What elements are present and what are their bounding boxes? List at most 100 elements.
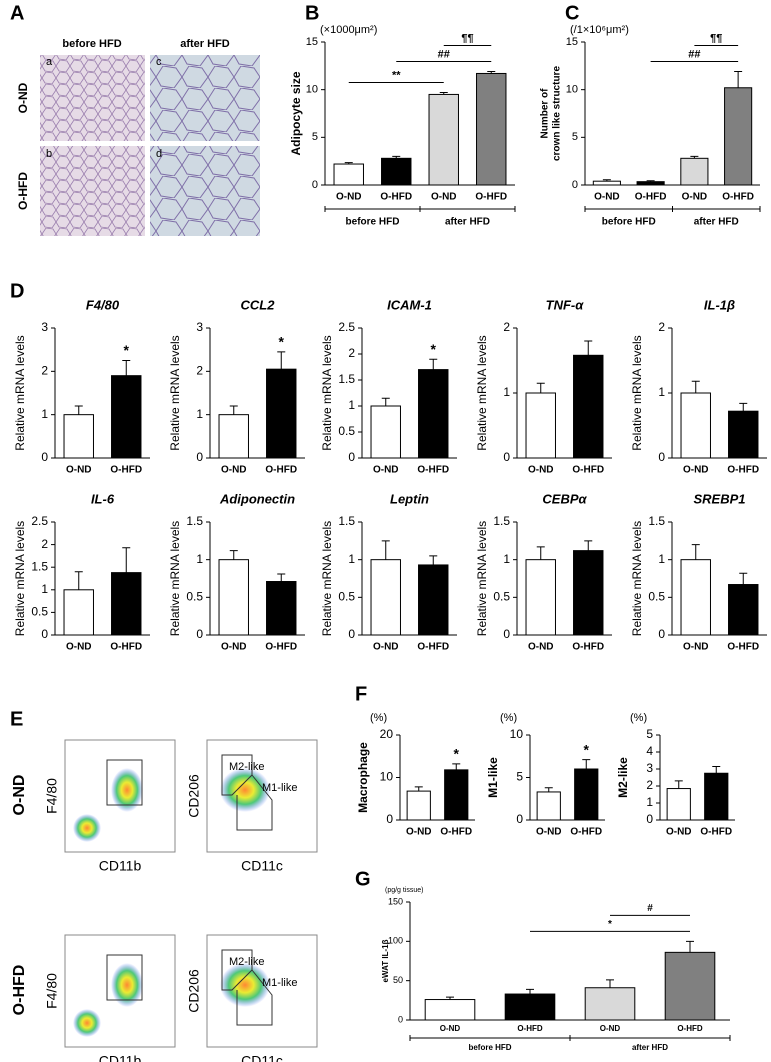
y-axis-label: Relative mRNA levels (168, 521, 182, 636)
y-tick-label: 0 (41, 627, 48, 641)
y-tick-label: 0 (516, 812, 523, 826)
bar (664, 951, 716, 1021)
y-axis-label: F4/80 (44, 778, 60, 814)
y-tick-label: 1.5 (31, 559, 48, 573)
bar (381, 157, 412, 186)
y-tick-label: 10 (566, 84, 578, 96)
error-bar (582, 759, 591, 769)
error-bar (74, 405, 83, 415)
error-bar (606, 979, 614, 988)
bar (218, 559, 249, 636)
x-tick-label: O-ND (600, 1024, 621, 1033)
y-tick-label: 10 (306, 84, 318, 96)
subpanel-label: c (156, 56, 162, 68)
y-tick-label: 0 (503, 450, 510, 464)
bar (592, 180, 621, 186)
y-tick-label: 0 (658, 450, 665, 464)
significance: ¶¶ (461, 32, 473, 44)
panel-letter: F (355, 683, 367, 705)
x-tick-label: O-HFD (265, 642, 297, 653)
y-tick-label: 1 (348, 552, 355, 566)
y-tick-label: 1 (41, 582, 48, 596)
bar (111, 572, 142, 636)
bar (680, 157, 709, 186)
y-tick-label: 0 (196, 450, 203, 464)
y-tick-label: 0 (386, 812, 393, 826)
error-bar (584, 540, 593, 551)
panel-letter: E (10, 708, 23, 730)
error-bar (122, 360, 131, 376)
unit-label: (/1×10⁶μm²) (570, 24, 629, 36)
panel-letter: G (355, 868, 371, 890)
x-tick-label: O-ND (336, 192, 362, 203)
error-bar (691, 380, 700, 393)
x-tick-label: O-HFD (417, 642, 449, 653)
y-tick-label: 150 (388, 896, 403, 906)
y-tick-label: 0 (41, 450, 48, 464)
y-tick-label: 10 (510, 727, 524, 741)
panel-letter: A (10, 2, 24, 24)
bar (574, 768, 599, 821)
x-tick-label: O-ND (682, 192, 708, 203)
group-label: before HFD (602, 217, 656, 228)
x-tick-label: O-ND (373, 642, 399, 653)
significance: * (608, 919, 612, 930)
bar (333, 163, 364, 186)
y-tick-label: 0 (398, 1014, 403, 1024)
x-tick-label: O-ND (221, 465, 247, 476)
y-tick-label: 0.5 (31, 605, 48, 619)
x-axis-label: CD11c (241, 858, 283, 874)
y-tick-label: 0 (572, 179, 578, 191)
x-tick-label: O-ND (431, 192, 457, 203)
error-bar (739, 572, 748, 585)
x-tick-label: O-HFD (110, 642, 142, 653)
x-tick-label: O-ND (528, 642, 554, 653)
gate-label: M1-like (262, 977, 297, 989)
bar (428, 93, 459, 186)
error-bar (439, 92, 448, 95)
y-tick-label: 5 (516, 770, 523, 784)
y-tick-label: 2 (196, 364, 203, 378)
y-axis-label: Relative mRNA levels (13, 335, 27, 450)
x-tick-label: O-HFD (635, 192, 667, 203)
y-tick-label: 1 (646, 795, 653, 809)
gate (106, 759, 143, 806)
error-bar (446, 996, 454, 1000)
x-tick-label: O-HFD (722, 192, 754, 203)
subpanel-label: d (156, 148, 162, 160)
chart-title: SREBP1 (693, 491, 745, 506)
y-tick-label: 2 (646, 778, 653, 792)
x-tick-label: O-ND (406, 827, 432, 838)
y-tick-label: 3 (646, 761, 653, 775)
x-tick-label: O-HFD (677, 1024, 703, 1033)
y-tick-label: 2 (658, 320, 665, 334)
flow-density (73, 1009, 101, 1037)
y-tick-label: 0 (196, 627, 203, 641)
y-axis-label: eWAT IL-1β (381, 939, 390, 982)
unit-label: (%) (500, 712, 517, 724)
column-label: before HFD (62, 38, 121, 50)
x-tick-label: O-ND (683, 642, 709, 653)
x-tick-label: O-ND (594, 192, 620, 203)
significance: * (431, 341, 437, 357)
bar (266, 581, 297, 636)
bar (63, 414, 94, 459)
chart-title: CCL2 (241, 297, 276, 312)
y-tick-label: 0 (658, 627, 665, 641)
group-label: after HFD (694, 217, 739, 228)
bar (728, 584, 759, 636)
chart-title: CEBPα (542, 491, 587, 506)
y-tick-label: 1 (503, 385, 510, 399)
x-tick-label: O-ND (536, 827, 562, 838)
y-tick-label: 0 (503, 627, 510, 641)
histology-image (150, 55, 260, 141)
x-axis-label: CD11b (99, 1053, 142, 1062)
histology-image (40, 146, 145, 236)
y-tick-label: 3 (196, 320, 203, 334)
y-tick-label: 1.5 (493, 514, 510, 528)
bar (724, 87, 753, 186)
x-tick-label: O-ND (440, 1024, 461, 1033)
error-bar (602, 179, 611, 182)
error-bar (734, 71, 743, 88)
bar (573, 354, 604, 459)
